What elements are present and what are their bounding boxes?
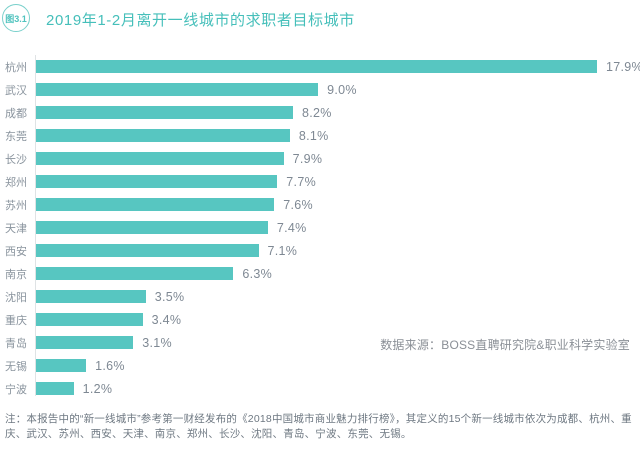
bar-row: 沈阳 3.5% [5, 285, 637, 308]
value-label: 7.9% [292, 151, 323, 166]
bar [36, 336, 134, 349]
bar [36, 221, 268, 234]
category-label: 沈阳 [5, 291, 27, 304]
footnote: 注：本报告中的“新一线城市”参考第一财经发布的《2018中国城市商业魅力排行榜》… [5, 413, 632, 440]
value-label: 3.4% [151, 312, 182, 327]
bar-chart: 杭州 17.9% 武汉 9.0% 成都 8.2% 东莞 8.1% 长沙 7.9% 郑州 7.7% 苏州 7… [0, 53, 640, 398]
bar [36, 129, 290, 142]
bar-row: 重庆 3.4% [5, 308, 637, 331]
category-label: 长沙 [5, 153, 27, 166]
bar [36, 359, 87, 372]
category-label: 青岛 [5, 337, 27, 350]
value-label: 3.5% [154, 289, 185, 304]
bar [36, 152, 284, 165]
category-label: 杭州 [5, 61, 27, 74]
bar [36, 83, 319, 96]
bar-row: 杭州 17.9% [5, 55, 640, 78]
category-label: 东莞 [5, 130, 27, 143]
bar-row: 南京 6.3% [5, 262, 637, 285]
bar [36, 106, 293, 119]
bar-row: 成都 8.2% [5, 101, 637, 124]
y-axis-line [35, 55, 36, 396]
bar-row: 武汉 9.0% [5, 78, 637, 101]
chart-title: 2019年1-2月离开一线城市的求职者目标城市 [46, 12, 355, 29]
value-label: 17.9% [606, 59, 640, 74]
bar [36, 382, 74, 395]
figure-number-badge: 图3.1 [2, 4, 30, 32]
category-label: 重庆 [5, 314, 27, 327]
bar-row: 宁波 1.2% [5, 377, 637, 400]
value-label: 7.6% [283, 197, 313, 212]
value-label: 6.3% [242, 266, 273, 281]
bar [36, 267, 234, 280]
bar-row: 郑州 7.7% [5, 170, 637, 193]
bar-row: 青岛 3.1% [5, 331, 637, 354]
value-label: 9.0% [327, 82, 357, 97]
value-label: 8.2% [302, 105, 332, 120]
bar-row: 东莞 8.1% [5, 124, 637, 147]
category-label: 武汉 [5, 84, 27, 97]
bar-row: 苏州 7.6% [5, 193, 637, 216]
value-label: 7.7% [286, 174, 316, 189]
data-source-note: 数据来源：BOSS直聘研究院&职业科学实验室 [380, 338, 630, 352]
bar [36, 198, 275, 211]
value-label: 1.6% [95, 358, 125, 373]
category-label: 南京 [5, 268, 27, 281]
value-label: 1.2% [82, 381, 113, 396]
value-label: 7.1% [267, 243, 298, 258]
category-label: 郑州 [5, 176, 27, 189]
value-label: 7.4% [276, 220, 307, 235]
bar [36, 313, 143, 326]
bar-row: 西安 7.1% [5, 239, 637, 262]
category-label: 西安 [5, 245, 27, 258]
value-label: 8.1% [298, 128, 329, 143]
bar-row: 天津 7.4% [5, 216, 637, 239]
bar [36, 244, 259, 257]
value-label: 3.1% [142, 335, 172, 350]
bar [36, 60, 597, 73]
category-label: 天津 [5, 222, 27, 235]
bar [36, 175, 278, 188]
bar-row: 无锡 1.6% [5, 354, 637, 377]
category-label: 宁波 [5, 383, 27, 396]
chart-header: 图3.1 2019年1-2月离开一线城市的求职者目标城市 [0, 0, 640, 40]
bar [36, 290, 146, 303]
category-label: 无锡 [5, 360, 27, 373]
bar-row: 长沙 7.9% [5, 147, 637, 170]
category-label: 苏州 [5, 199, 27, 212]
category-label: 成都 [5, 107, 27, 120]
